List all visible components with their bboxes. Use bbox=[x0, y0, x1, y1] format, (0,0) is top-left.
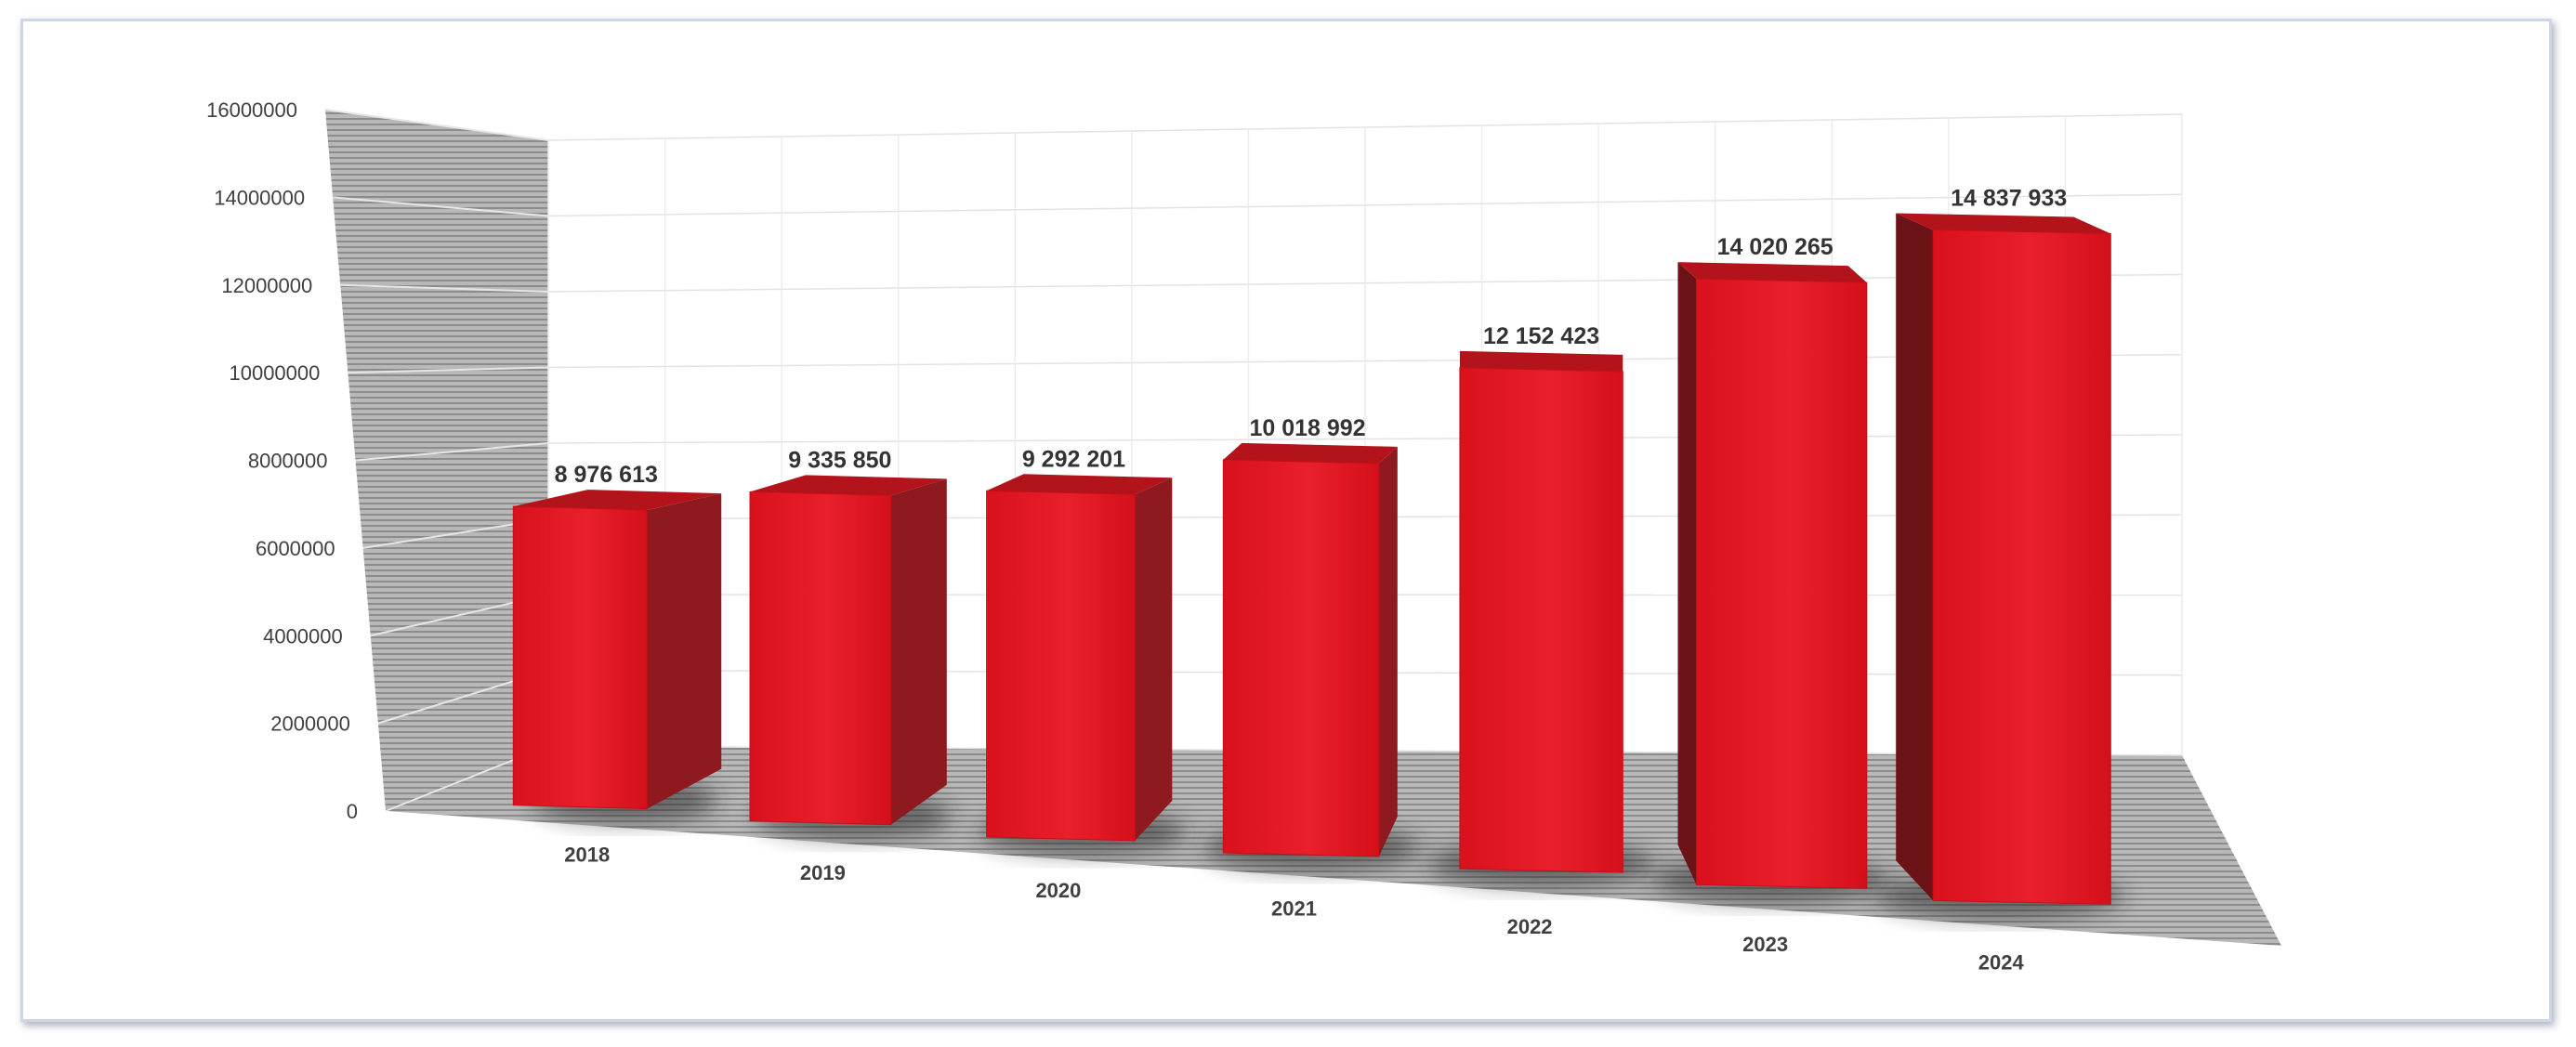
data-labels: 8 976 613 9 335 850 9 292 201 10 018 992 12 … bbox=[555, 185, 2068, 488]
chart-frame: 0 2000000 4000000 6000000 8000000 10000000 120… bbox=[20, 19, 2552, 1022]
x-tick-label: 2023 bbox=[1742, 933, 1788, 956]
bar bbox=[749, 491, 892, 826]
side-wall bbox=[325, 110, 548, 811]
x-axis: 2018 2019 2020 2021 2022 2023 2024 bbox=[564, 844, 2024, 975]
y-tick-label: 8000000 bbox=[248, 450, 328, 473]
bar-side bbox=[1135, 478, 1173, 841]
x-tick-label: 2022 bbox=[1507, 915, 1553, 938]
bar-side bbox=[647, 493, 722, 809]
x-tick-label: 2024 bbox=[1978, 950, 2025, 974]
gridline-side bbox=[355, 442, 549, 462]
bar-top bbox=[1459, 350, 1623, 372]
x-tick-label: 2020 bbox=[1035, 879, 1081, 902]
y-tick-label: 4000000 bbox=[263, 624, 343, 648]
data-label: 14 020 265 bbox=[1717, 234, 1833, 260]
bar bbox=[1932, 229, 2111, 905]
y-tick-label: 16000000 bbox=[206, 98, 297, 122]
y-tick-label: 10000000 bbox=[229, 361, 320, 385]
x-tick-label: 2019 bbox=[800, 861, 846, 884]
bar-chart: 0 2000000 4000000 6000000 8000000 10000000 120… bbox=[206, 98, 2281, 975]
gridline-side bbox=[324, 109, 549, 141]
y-axis: 0 2000000 4000000 6000000 8000000 10000000 120… bbox=[206, 98, 358, 823]
bar bbox=[1222, 459, 1380, 857]
bars bbox=[512, 213, 2124, 919]
bar-side bbox=[890, 478, 947, 825]
data-label: 9 335 850 bbox=[788, 447, 891, 473]
data-label: 14 837 933 bbox=[1951, 185, 2067, 211]
data-label: 8 976 613 bbox=[555, 462, 658, 488]
bar-top bbox=[1223, 442, 1398, 464]
data-label: 9 292 201 bbox=[1022, 446, 1125, 472]
bar-top bbox=[750, 475, 947, 496]
y-tick-label: 0 bbox=[347, 800, 358, 823]
data-label: 10 018 992 bbox=[1249, 415, 1365, 441]
bar-side bbox=[1677, 262, 1697, 885]
y-tick-label: 14000000 bbox=[214, 186, 305, 209]
bar-top bbox=[513, 490, 722, 511]
bar-top bbox=[1677, 262, 1867, 283]
bar-top bbox=[1896, 213, 2111, 234]
bar-side bbox=[1896, 213, 1934, 901]
y-tick-label: 6000000 bbox=[256, 537, 335, 560]
y-tick-label: 12000000 bbox=[221, 274, 312, 297]
gridline-side bbox=[348, 366, 549, 374]
x-tick-label: 2021 bbox=[1271, 897, 1317, 921]
bar-top bbox=[986, 474, 1173, 495]
gridline-side bbox=[333, 196, 549, 217]
bar bbox=[1696, 278, 1868, 889]
y-tick-label: 2000000 bbox=[270, 713, 350, 736]
gridline-side bbox=[340, 283, 549, 293]
bar bbox=[512, 505, 648, 810]
bar bbox=[1459, 367, 1623, 873]
bar bbox=[986, 490, 1136, 842]
data-label: 12 152 423 bbox=[1483, 323, 1599, 349]
bar-side bbox=[1378, 446, 1398, 857]
x-tick-label: 2018 bbox=[564, 844, 610, 867]
